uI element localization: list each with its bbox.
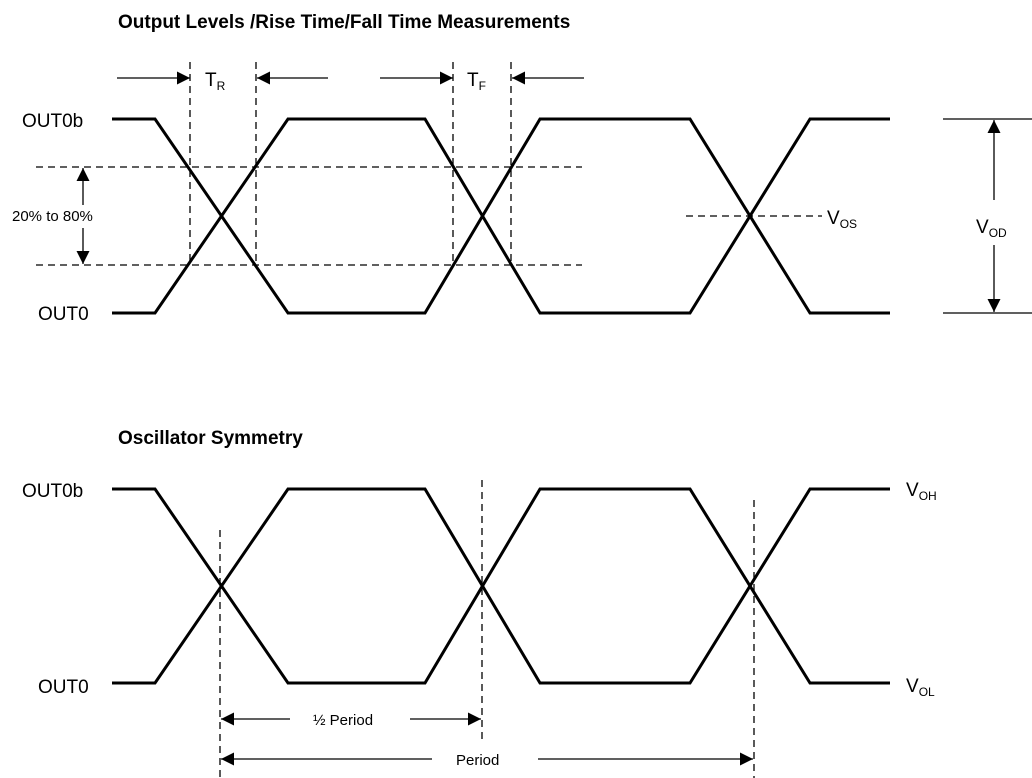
bottom-out0-label: OUT0 bbox=[38, 677, 89, 698]
top-out0b-label: OUT0b bbox=[22, 111, 83, 132]
half-period-label: ½ Period bbox=[313, 712, 373, 729]
top-out0-waveform bbox=[112, 117, 890, 315]
bottom-out0b-label: OUT0b bbox=[22, 481, 83, 502]
vos-label: VOS bbox=[827, 208, 857, 231]
bottom-out0-waveform bbox=[112, 487, 890, 685]
voh-label: VOH bbox=[906, 480, 937, 503]
range-label: 20% to 80% bbox=[12, 208, 93, 225]
period-label: Period bbox=[456, 752, 499, 769]
tr-label: TR bbox=[205, 70, 226, 93]
bottom-title: Oscillator Symmetry bbox=[118, 428, 303, 449]
vol-label: VOL bbox=[906, 676, 935, 699]
tf-label: TF bbox=[467, 70, 486, 93]
vod-label: VOD bbox=[976, 217, 1007, 240]
bottom-out0b-waveform bbox=[112, 487, 890, 685]
top-title: Output Levels /Rise Time/Fall Time Measu… bbox=[118, 12, 570, 33]
top-out0-label: OUT0 bbox=[38, 304, 89, 325]
